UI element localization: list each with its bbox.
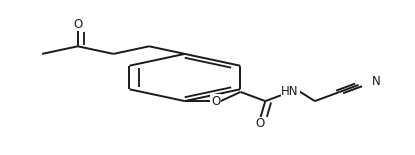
Text: O: O — [73, 18, 82, 31]
Text: O: O — [211, 95, 220, 108]
Text: O: O — [256, 117, 265, 130]
Text: N: N — [372, 75, 381, 88]
Text: HN: HN — [281, 85, 299, 98]
